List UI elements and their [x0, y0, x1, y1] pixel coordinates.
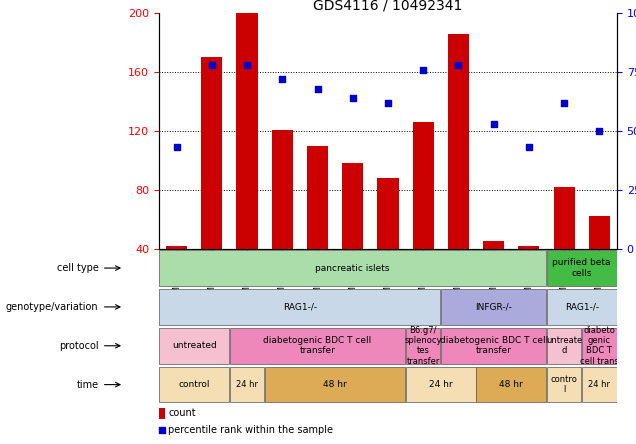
- Bar: [160, 328, 229, 364]
- Text: contro
l: contro l: [551, 375, 577, 394]
- Point: [383, 99, 393, 106]
- Bar: [483, 241, 504, 308]
- Text: percentile rank within the sample: percentile rank within the sample: [168, 425, 333, 435]
- Text: 24 hr: 24 hr: [429, 380, 453, 389]
- Text: RAG1-/-: RAG1-/-: [565, 302, 598, 311]
- Point: [207, 62, 217, 69]
- Bar: [589, 216, 610, 308]
- Bar: [547, 250, 616, 286]
- Point: [172, 144, 182, 151]
- Point: [312, 85, 322, 92]
- Text: INFGR-/-: INFGR-/-: [475, 302, 512, 311]
- Bar: [582, 328, 616, 364]
- Text: purified beta
cells: purified beta cells: [553, 258, 611, 278]
- Bar: [547, 367, 581, 402]
- Title: GDS4116 / 10492341: GDS4116 / 10492341: [314, 0, 462, 12]
- Bar: [230, 328, 405, 364]
- Bar: [547, 289, 616, 325]
- Text: RAG1-/-: RAG1-/-: [283, 302, 317, 311]
- Bar: [448, 34, 469, 308]
- Bar: [547, 328, 581, 364]
- Text: count: count: [168, 408, 196, 418]
- Point: [488, 120, 499, 127]
- Bar: [406, 367, 476, 402]
- Point: [277, 75, 287, 83]
- Bar: [413, 122, 434, 308]
- Bar: [230, 367, 265, 402]
- Bar: [582, 367, 616, 402]
- Bar: [166, 246, 187, 308]
- Text: 48 hr: 48 hr: [323, 380, 347, 389]
- Bar: [237, 13, 258, 308]
- Text: B6.g7/
splenocy
tes
transfer: B6.g7/ splenocy tes transfer: [404, 325, 442, 366]
- Text: diabetogenic BDC T cell
transfer: diabetogenic BDC T cell transfer: [263, 336, 371, 356]
- Text: cell type: cell type: [57, 263, 99, 273]
- Bar: [201, 57, 223, 308]
- Bar: [518, 246, 539, 308]
- Bar: [160, 289, 441, 325]
- Point: [348, 95, 358, 102]
- Bar: [160, 367, 229, 402]
- Bar: [441, 328, 546, 364]
- Text: pancreatic islets: pancreatic islets: [315, 264, 390, 273]
- Text: 24 hr: 24 hr: [236, 380, 258, 389]
- Bar: [441, 289, 546, 325]
- Bar: [476, 367, 546, 402]
- Point: [418, 66, 428, 73]
- Bar: [377, 178, 399, 308]
- Text: untreate
d: untreate d: [546, 336, 582, 356]
- Point: [594, 127, 604, 135]
- Point: [559, 99, 569, 106]
- Bar: [265, 367, 405, 402]
- Point: [524, 144, 534, 151]
- Point: [242, 62, 252, 69]
- Text: diabetogenic BDC T cell
transfer: diabetogenic BDC T cell transfer: [439, 336, 548, 356]
- Bar: [159, 408, 165, 419]
- Bar: [553, 187, 575, 308]
- Text: 48 hr: 48 hr: [499, 380, 523, 389]
- Text: time: time: [76, 380, 99, 390]
- Text: control: control: [179, 380, 210, 389]
- Bar: [307, 146, 328, 308]
- Bar: [160, 250, 546, 286]
- Bar: [406, 328, 441, 364]
- Point: [157, 426, 167, 433]
- Text: diabeto
genic
BDC T
cell trans: diabeto genic BDC T cell trans: [580, 325, 619, 366]
- Bar: [342, 163, 363, 308]
- Text: genotype/variation: genotype/variation: [6, 302, 99, 312]
- Text: protocol: protocol: [59, 341, 99, 351]
- Bar: [272, 130, 293, 308]
- Text: 24 hr: 24 hr: [588, 380, 611, 389]
- Point: [453, 62, 464, 69]
- Text: untreated: untreated: [172, 341, 217, 350]
